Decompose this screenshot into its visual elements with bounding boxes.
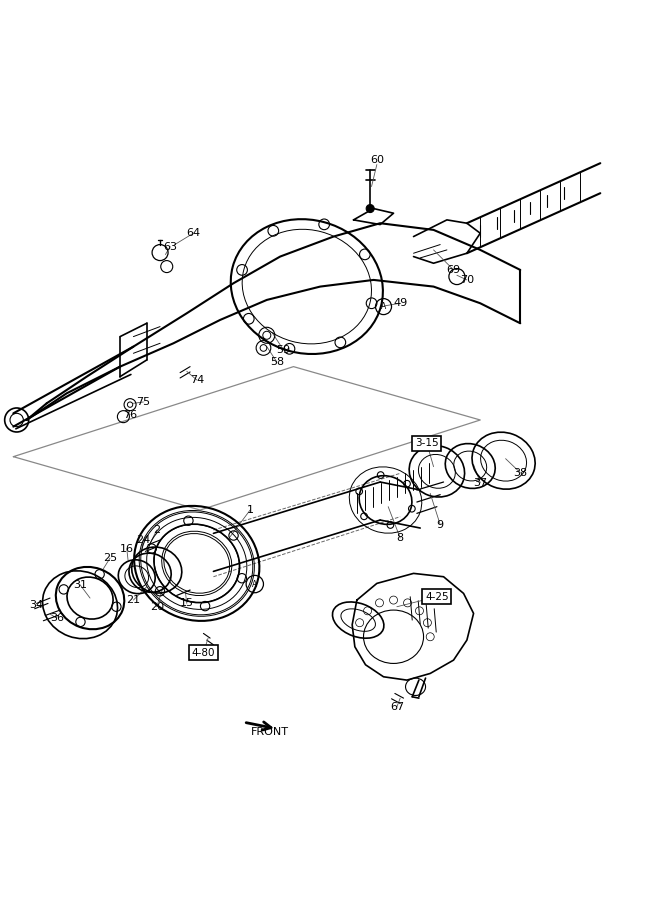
- Text: 15: 15: [180, 598, 193, 608]
- Text: 67: 67: [390, 702, 404, 712]
- Text: 38: 38: [513, 468, 528, 478]
- Text: 8: 8: [397, 533, 404, 543]
- Text: 3-15: 3-15: [415, 438, 439, 448]
- Text: 34: 34: [29, 599, 44, 609]
- Text: 58: 58: [269, 357, 284, 367]
- Text: A: A: [381, 302, 386, 311]
- Text: 69: 69: [446, 265, 461, 274]
- Text: 49: 49: [393, 298, 408, 309]
- Text: 16: 16: [120, 544, 133, 554]
- Text: 59: 59: [276, 345, 291, 355]
- Text: 75: 75: [136, 397, 151, 407]
- Circle shape: [366, 204, 374, 212]
- Text: 76: 76: [123, 410, 137, 419]
- Text: 24: 24: [136, 535, 151, 545]
- Text: 2: 2: [153, 525, 160, 535]
- Text: 21: 21: [126, 595, 141, 605]
- Text: 70: 70: [460, 274, 474, 285]
- Text: 25: 25: [103, 554, 117, 563]
- Text: 60: 60: [370, 155, 384, 165]
- Text: 64: 64: [186, 229, 201, 238]
- Text: 37: 37: [473, 478, 488, 488]
- Text: 4-80: 4-80: [191, 648, 215, 658]
- Text: 36: 36: [50, 613, 63, 623]
- Text: 20: 20: [149, 602, 164, 612]
- Text: 4-25: 4-25: [425, 591, 449, 602]
- Text: 31: 31: [73, 580, 87, 590]
- Text: FRONT: FRONT: [251, 727, 289, 737]
- Text: 74: 74: [189, 375, 204, 385]
- Text: 63: 63: [163, 241, 177, 252]
- Text: 9: 9: [437, 519, 444, 530]
- Text: 1: 1: [247, 505, 253, 515]
- Text: A: A: [252, 580, 257, 589]
